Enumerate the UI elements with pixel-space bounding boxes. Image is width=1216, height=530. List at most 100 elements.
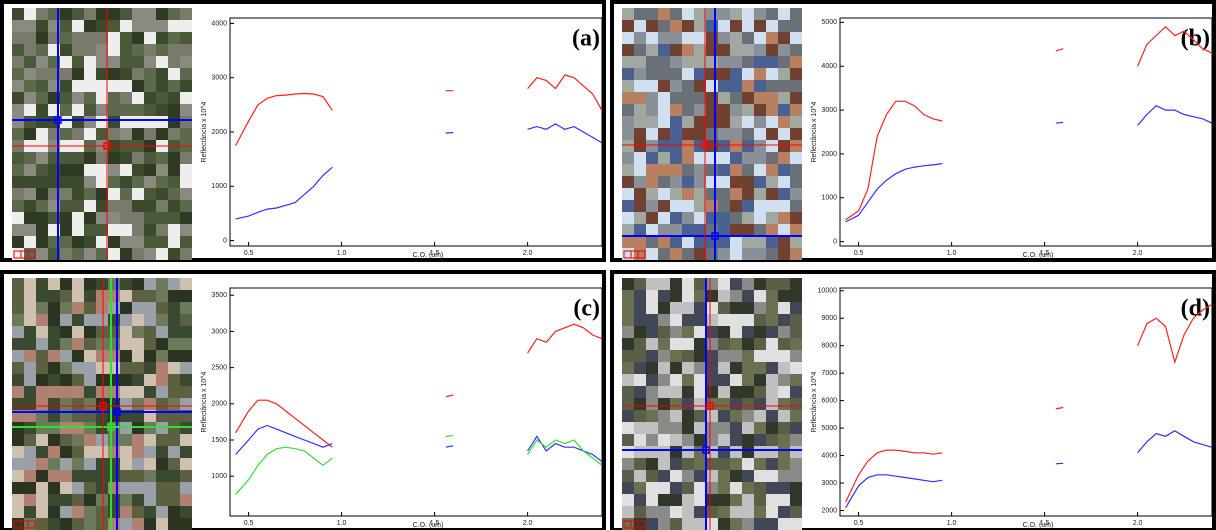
pixel — [682, 326, 694, 338]
pixel — [658, 200, 670, 212]
pixel — [694, 302, 706, 314]
pixel — [622, 140, 634, 152]
pixel — [36, 152, 48, 164]
pixel — [84, 248, 96, 260]
pixel — [718, 350, 730, 362]
pixel — [646, 362, 658, 374]
pixel — [60, 152, 72, 164]
pixel — [12, 470, 24, 482]
pixel — [790, 224, 802, 236]
pixel — [72, 302, 84, 314]
pixel — [766, 362, 778, 374]
pixel — [754, 104, 766, 116]
pixel — [646, 200, 658, 212]
pixel — [670, 470, 682, 482]
pixel — [670, 92, 682, 104]
pixel — [96, 128, 108, 140]
pixel — [96, 302, 108, 314]
pixel — [778, 140, 790, 152]
pixel — [670, 458, 682, 470]
pixel — [72, 470, 84, 482]
pixel — [730, 446, 742, 458]
pixel — [670, 434, 682, 446]
pixel — [682, 140, 694, 152]
pixel — [120, 398, 132, 410]
pixel — [60, 128, 72, 140]
pixel — [634, 446, 646, 458]
pixel — [622, 20, 634, 32]
pixel — [84, 44, 96, 56]
pixel — [60, 116, 72, 128]
pixel — [24, 44, 36, 56]
pixel — [694, 224, 706, 236]
pixel — [108, 92, 120, 104]
panel-label: (c) — [573, 296, 600, 322]
pixel — [754, 398, 766, 410]
pixel — [120, 80, 132, 92]
pixel — [634, 350, 646, 362]
pixel — [718, 176, 730, 188]
pixel — [694, 338, 706, 350]
pixel — [682, 188, 694, 200]
pixel — [790, 518, 802, 530]
pixel — [120, 350, 132, 362]
pixel — [730, 128, 742, 140]
pixel — [48, 314, 60, 326]
pixel — [48, 518, 60, 530]
pixel — [168, 434, 180, 446]
pixel — [168, 128, 180, 140]
pixel — [694, 248, 706, 260]
pixel — [144, 224, 156, 236]
pixel — [790, 470, 802, 482]
pixel — [156, 104, 168, 116]
pixel — [60, 362, 72, 374]
pixel — [622, 446, 634, 458]
pixel — [706, 80, 718, 92]
pixel — [754, 506, 766, 518]
pixel — [96, 398, 108, 410]
pixel — [718, 422, 730, 434]
pixel — [634, 212, 646, 224]
pixel — [96, 458, 108, 470]
pixel — [72, 350, 84, 362]
pixel — [144, 506, 156, 518]
pixel — [790, 68, 802, 80]
pixel — [706, 20, 718, 32]
pixel — [790, 164, 802, 176]
pixel — [132, 374, 144, 386]
pixel — [60, 248, 72, 260]
pixel — [658, 248, 670, 260]
pixel — [706, 326, 718, 338]
pixel — [72, 278, 84, 290]
pixel — [144, 200, 156, 212]
pixel — [36, 506, 48, 518]
pixel — [658, 104, 670, 116]
pixel — [132, 32, 144, 44]
pixel — [168, 398, 180, 410]
pixel — [718, 92, 730, 104]
pixel — [682, 236, 694, 248]
pixel — [646, 422, 658, 434]
pixel — [646, 152, 658, 164]
pixel — [168, 92, 180, 104]
pixel — [24, 302, 36, 314]
pixel — [12, 236, 24, 248]
pixel — [12, 32, 24, 44]
pixel — [180, 104, 192, 116]
pixel — [706, 422, 718, 434]
pixel — [730, 8, 742, 20]
pixel — [742, 362, 754, 374]
pixel — [84, 470, 96, 482]
pixel — [718, 8, 730, 20]
plot-area — [229, 287, 603, 517]
pixel — [790, 398, 802, 410]
pixel — [24, 164, 36, 176]
pixel — [108, 8, 120, 20]
pixel — [646, 470, 658, 482]
pixel — [168, 314, 180, 326]
pixel — [634, 434, 646, 446]
pixel — [24, 446, 36, 458]
pixel — [670, 338, 682, 350]
pixel — [120, 56, 132, 68]
pixel — [778, 80, 790, 92]
